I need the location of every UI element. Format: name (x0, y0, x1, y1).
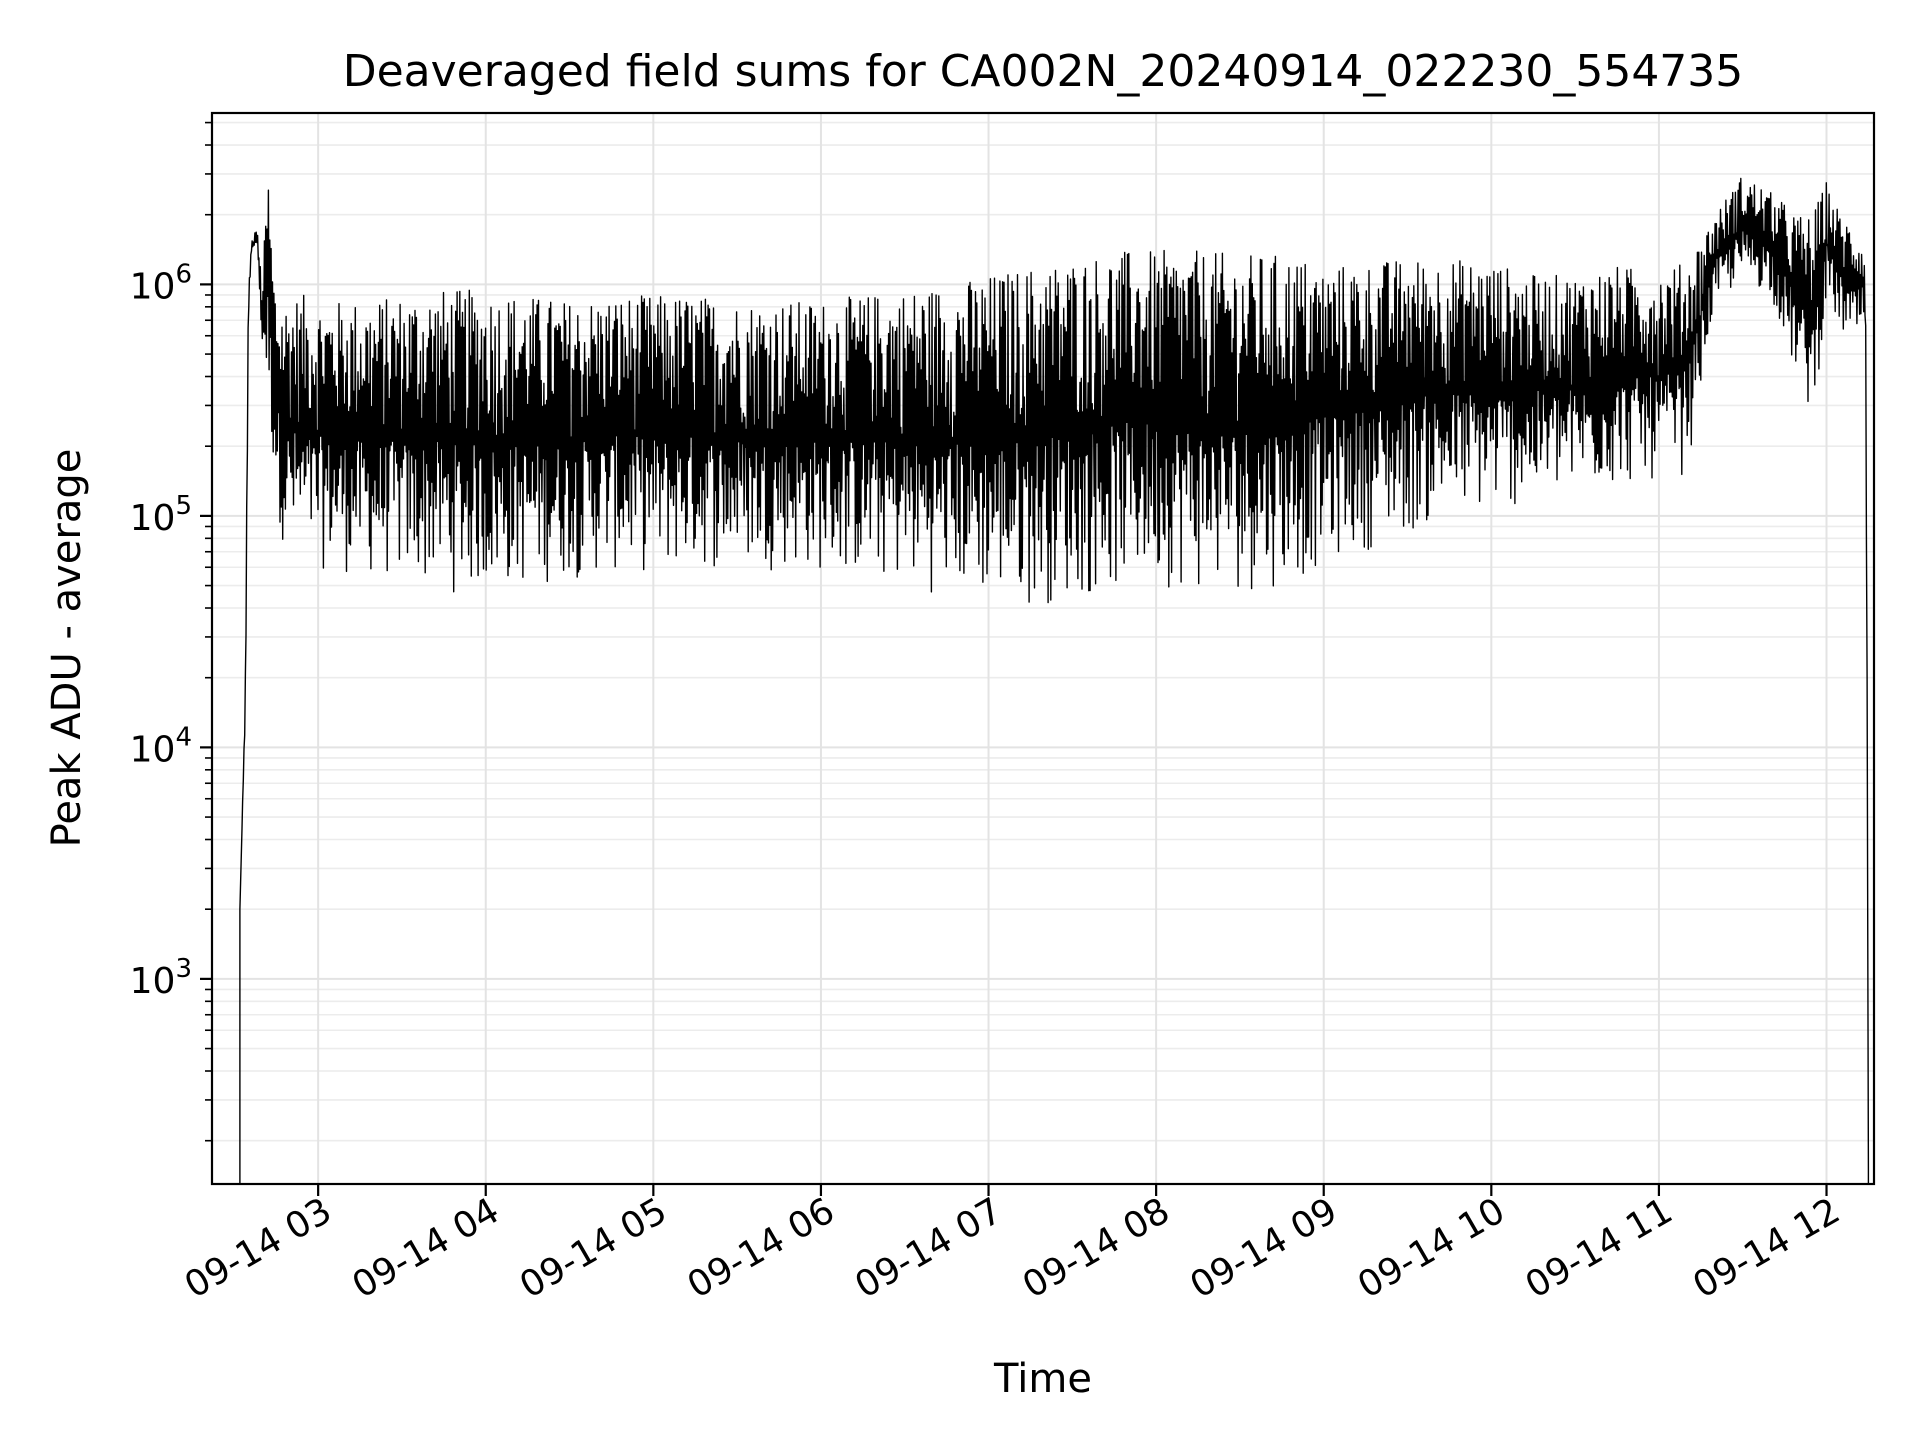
x-tick-label: 09-14 12 (1686, 1190, 1847, 1306)
x-axis-label: Time (993, 1356, 1092, 1402)
x-tick-label: 09-14 09 (1184, 1190, 1345, 1306)
y-tick-label: 104 (130, 722, 192, 770)
series-layer (239, 177, 1870, 1184)
grid (212, 113, 1874, 1184)
plot-frame (210, 111, 1876, 1186)
y-tick-label: 106 (130, 259, 192, 307)
y-axis-label: Peak ADU - average (44, 449, 90, 848)
y-tick-label: 103 (130, 954, 192, 1002)
x-tick-label: 09-14 03 (178, 1190, 339, 1306)
x-tick-label: 09-14 10 (1351, 1190, 1512, 1306)
x-tick-label: 09-14 08 (1016, 1190, 1177, 1306)
x-tick-label: 09-14 04 (346, 1190, 507, 1306)
series-line (239, 177, 1870, 1184)
chart-title: Deaveraged field sums for CA002N_2024091… (343, 46, 1744, 97)
x-tick-label: 09-14 06 (681, 1190, 842, 1306)
x-tick-label: 09-14 05 (513, 1190, 674, 1306)
y-tick-label: 105 (130, 491, 192, 539)
x-tick-label: 09-14 07 (848, 1190, 1009, 1306)
x-tick-label: 09-14 11 (1519, 1190, 1680, 1306)
